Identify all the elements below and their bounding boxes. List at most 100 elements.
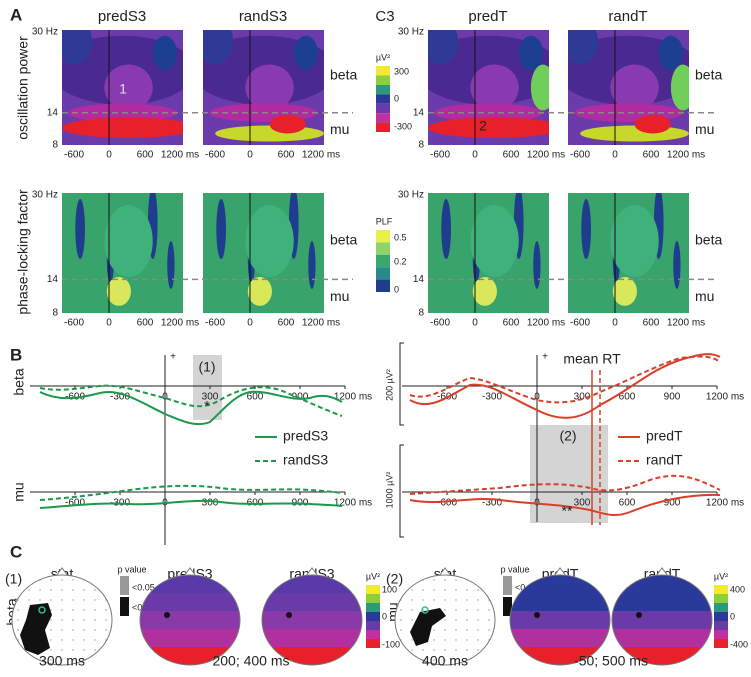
topo-band — [262, 629, 362, 648]
label: * — [204, 398, 210, 414]
electrode — [61, 649, 63, 651]
label: 1200 ms — [667, 318, 705, 329]
electrode — [50, 589, 52, 591]
label: 0 — [612, 150, 618, 161]
label: (2) — [559, 428, 576, 444]
label: -600 — [65, 498, 85, 509]
label: 600 — [137, 150, 154, 161]
heatmap-blob — [247, 277, 272, 306]
label: -600 — [430, 150, 450, 161]
electrode — [400, 659, 402, 661]
colorbar-step — [366, 612, 380, 621]
label: 8 — [418, 140, 424, 151]
electrode — [433, 629, 435, 631]
electrode — [28, 659, 30, 661]
label: -300 — [110, 392, 130, 403]
electrode — [94, 599, 96, 601]
electrode — [61, 619, 63, 621]
colorbar-step — [366, 639, 380, 648]
heatmap-blob — [104, 64, 153, 111]
topo-band — [262, 575, 362, 594]
electrode — [421, 606, 429, 614]
label: 14 — [413, 274, 425, 285]
electrode — [411, 609, 413, 611]
label: 0 — [106, 150, 112, 161]
electrode — [466, 599, 468, 601]
electrode — [400, 629, 402, 631]
label: 600 — [619, 392, 636, 403]
label: (1) — [198, 359, 215, 375]
label: 1200 ms — [161, 318, 199, 329]
label: 600 — [503, 150, 520, 161]
label: 1200 ms — [667, 150, 705, 161]
label: -600 — [430, 318, 450, 329]
label: 0 — [394, 93, 399, 103]
topo-band — [140, 593, 240, 612]
colorbar-step — [714, 594, 728, 603]
heatmap-blob — [580, 125, 689, 142]
electrode — [94, 659, 96, 661]
electrode — [466, 589, 468, 591]
label: 900 — [664, 498, 681, 509]
label: (2) — [386, 571, 403, 587]
electrode — [455, 589, 457, 591]
label: 900 — [664, 392, 681, 403]
electrode — [61, 639, 63, 641]
electrode — [105, 589, 107, 591]
label: randT — [646, 452, 683, 468]
label: 200 µV² — [384, 369, 394, 401]
electrode — [50, 659, 52, 661]
label: mu — [695, 288, 714, 304]
electrode — [61, 599, 63, 601]
heatmap — [428, 30, 549, 145]
electrode — [477, 639, 479, 641]
heatmap-blob — [568, 30, 599, 65]
heatmap — [428, 193, 549, 313]
colorbar-step — [376, 254, 390, 268]
heatmap-blob — [581, 199, 591, 259]
electrode — [72, 649, 74, 651]
significant-cluster — [410, 608, 446, 646]
topo-band — [140, 629, 240, 648]
p-swatch — [120, 576, 129, 595]
trace — [39, 499, 343, 509]
label: -300 — [482, 498, 502, 509]
label: 1200 ms — [334, 392, 372, 403]
label: 400 ms — [422, 653, 468, 669]
label: B — [10, 345, 22, 364]
electrode — [444, 639, 446, 641]
heatmap-blob — [470, 205, 519, 277]
electrode — [455, 639, 457, 641]
electrode — [17, 649, 19, 651]
label: mu — [695, 121, 714, 137]
electrode — [422, 599, 424, 601]
label: 1200 ms — [706, 498, 744, 509]
electrode — [455, 609, 457, 611]
electrode — [83, 639, 85, 641]
electrode — [94, 649, 96, 651]
label: 1200 ms — [706, 392, 744, 403]
label: 14 — [47, 107, 59, 118]
label: beta — [330, 67, 357, 83]
label: 1000 µV² — [384, 472, 394, 509]
heatmap-blob — [245, 205, 294, 277]
label: C — [10, 542, 22, 561]
head-outline — [394, 574, 496, 666]
nose — [55, 567, 69, 577]
colorbar-step — [376, 75, 390, 85]
p-swatch — [503, 576, 512, 595]
label: predT — [468, 8, 507, 25]
label: + — [542, 352, 548, 363]
label: A — [10, 5, 22, 24]
electrode — [488, 609, 490, 611]
electrode — [411, 639, 413, 641]
label: (1) — [5, 571, 22, 587]
electrode — [83, 599, 85, 601]
electrode — [488, 659, 490, 661]
label: randS3 — [283, 452, 328, 468]
electrode — [94, 619, 96, 621]
electrode — [444, 659, 446, 661]
electrode — [466, 619, 468, 621]
electrode — [466, 629, 468, 631]
electrode — [39, 599, 41, 601]
